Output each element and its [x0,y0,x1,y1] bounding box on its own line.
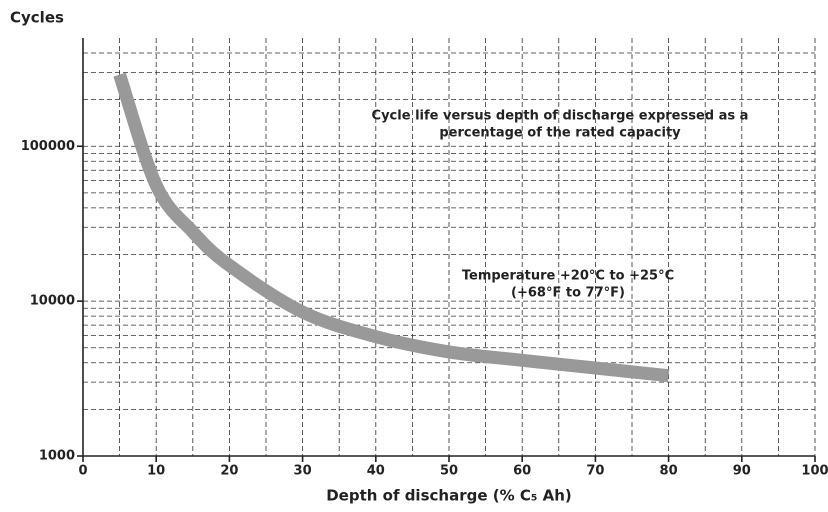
y-tick-label: 10000 [30,294,75,309]
x-tick-label: 30 [294,464,312,479]
x-axis-label: Depth of discharge (% C₅ Ah) [326,487,572,505]
annotation: percentage of the rated capacity [439,126,681,141]
y-tick-label: 100000 [21,139,75,154]
x-tick-label: 20 [220,464,238,479]
curve [113,72,670,383]
x-tick-label: 60 [513,464,531,479]
x-tick-label: 80 [660,464,678,479]
y-tick-label: 1000 [39,449,75,464]
x-tick-label: 10 [147,464,165,479]
x-tick-label: 40 [367,464,385,479]
annotation: Cycle life versus depth of discharge exp… [372,109,749,124]
x-tick-label: 90 [733,464,751,479]
annotation: (+68°F to 77°F) [511,286,625,301]
annotation: Temperature +20°C to +25°C [462,269,674,284]
x-tick-label: 50 [440,464,458,479]
x-tick-label: 70 [586,464,604,479]
x-tick-label: 0 [78,464,87,479]
x-tick-label: 100 [801,464,828,479]
y-axis-label: Cycles [10,9,64,27]
